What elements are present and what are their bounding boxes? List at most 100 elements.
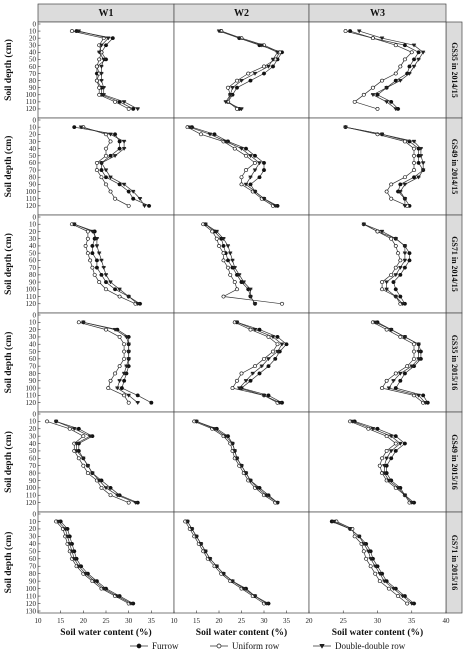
data-point xyxy=(252,189,258,194)
data-point xyxy=(356,534,362,539)
legend-label: Double-double row xyxy=(335,641,406,651)
data-point xyxy=(248,478,253,483)
y-tick-label: 110 xyxy=(26,195,37,203)
data-point xyxy=(373,571,378,576)
y-tick-label: 120 xyxy=(26,399,37,407)
data-point xyxy=(108,378,113,383)
data-point xyxy=(115,493,120,498)
data-point xyxy=(135,393,140,398)
panel: 20 25 30 35 40 xyxy=(306,511,450,625)
data-point xyxy=(239,147,244,151)
data-point xyxy=(402,265,407,270)
data-point xyxy=(405,601,410,606)
data-point xyxy=(412,153,416,158)
data-point xyxy=(248,378,253,383)
data-point xyxy=(234,320,240,325)
data-point xyxy=(352,534,357,539)
x-tick-label: 25 xyxy=(103,617,111,625)
data-point xyxy=(402,493,408,498)
data-point xyxy=(108,132,113,137)
data-point xyxy=(122,349,127,354)
data-point xyxy=(372,320,378,325)
data-point xyxy=(420,50,426,55)
data-point xyxy=(216,29,222,34)
series-line-uniform-row xyxy=(194,421,276,503)
series-line-uniform-row xyxy=(187,126,274,207)
y-tick-label: 100 xyxy=(26,585,37,593)
data-point xyxy=(352,99,357,104)
series-line-uniform-row xyxy=(231,321,278,404)
data-point xyxy=(76,29,82,34)
y-tick-label: 110 xyxy=(26,392,37,400)
panel-frame xyxy=(173,117,310,216)
y-tick-label: 70 xyxy=(29,563,37,571)
data-point xyxy=(149,400,154,405)
data-point xyxy=(384,456,389,461)
data-point xyxy=(407,258,412,263)
data-point xyxy=(237,386,242,391)
data-point xyxy=(97,85,102,90)
data-point xyxy=(388,434,394,439)
data-point xyxy=(371,85,375,90)
y-tick-label: 90 xyxy=(29,377,37,385)
data-point xyxy=(126,357,131,362)
data-point xyxy=(223,100,228,105)
data-point xyxy=(214,564,219,569)
data-point xyxy=(412,168,416,172)
data-point xyxy=(398,266,403,270)
data-point xyxy=(253,153,257,158)
data-point xyxy=(400,594,405,599)
data-point xyxy=(235,78,239,83)
data-point xyxy=(262,71,266,76)
data-point xyxy=(398,272,403,277)
y-tick-label: 40 xyxy=(29,145,37,153)
data-point xyxy=(382,579,387,584)
data-point xyxy=(65,534,70,539)
data-point xyxy=(391,379,396,384)
data-point xyxy=(270,335,276,340)
data-point xyxy=(83,572,88,576)
data-point xyxy=(421,393,426,398)
data-point xyxy=(239,182,244,187)
y-tick-label: 100 xyxy=(26,484,37,492)
data-point xyxy=(112,154,118,159)
data-point xyxy=(99,43,104,48)
data-point xyxy=(264,601,269,606)
data-point xyxy=(402,175,407,180)
y-tick-label: 70 xyxy=(29,362,37,370)
data-point xyxy=(203,222,208,227)
panel-frame xyxy=(308,511,447,614)
data-point xyxy=(108,280,113,285)
series-line-double-double-row xyxy=(189,126,276,207)
data-point xyxy=(74,441,79,446)
data-point xyxy=(108,493,113,498)
data-point xyxy=(361,222,367,227)
data-point xyxy=(124,364,129,369)
data-point xyxy=(199,132,203,137)
data-point xyxy=(271,349,275,354)
data-point xyxy=(239,175,244,180)
y-tick-label: 110 xyxy=(26,293,37,301)
data-point xyxy=(398,378,403,383)
data-point xyxy=(83,244,88,248)
data-point xyxy=(275,50,280,55)
data-point xyxy=(207,557,213,562)
data-point xyxy=(252,71,258,76)
data-point xyxy=(45,419,49,424)
x-tick-label: 35 xyxy=(408,617,416,625)
data-point xyxy=(382,464,387,468)
data-point xyxy=(187,125,192,130)
y-axis-title: Soil depth (cm) xyxy=(3,136,14,198)
data-point xyxy=(411,43,417,48)
data-point xyxy=(99,168,104,172)
data-point xyxy=(384,86,389,90)
data-point xyxy=(343,125,348,130)
data-point xyxy=(384,189,389,194)
data-point xyxy=(99,175,104,180)
data-point xyxy=(99,161,104,166)
y-tick-label: 50 xyxy=(29,348,37,356)
data-point xyxy=(257,161,262,166)
y-tick-label: 20 xyxy=(29,525,37,533)
